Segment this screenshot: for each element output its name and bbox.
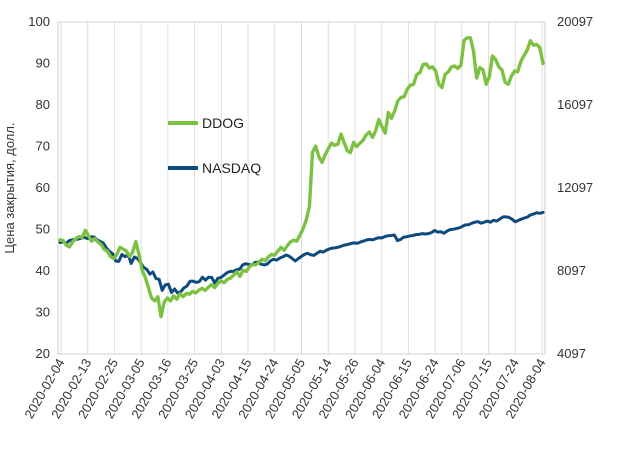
series-lines [58, 36, 545, 319]
y-tick-label: 60 [36, 180, 50, 195]
right-axis-ticks: 4097 8097 12097 16097 20097 [557, 14, 593, 361]
y-tick-label: 40 [36, 263, 50, 278]
series-line-ddog [58, 36, 545, 319]
plot-area-border [57, 21, 546, 355]
y-tick-label: 50 [36, 222, 50, 237]
y-tick-label: 70 [36, 139, 50, 154]
y2-tick-label: 12097 [557, 180, 593, 195]
y-tick-label: 30 [36, 305, 50, 320]
gridlines [60, 22, 543, 354]
y2-tick-label: 8097 [557, 263, 586, 278]
y2-tick-label: 20097 [557, 14, 593, 29]
y2-tick-label: 4097 [557, 346, 586, 361]
y2-tick-label: 16097 [557, 97, 593, 112]
y-tick-label: 20 [36, 346, 50, 361]
legend-label-ddog: DDOG [202, 115, 244, 131]
y-tick-label: 90 [36, 56, 50, 71]
y-tick-label: 100 [28, 14, 50, 29]
y-axis-title: Цена закрытия, долл. [2, 122, 17, 253]
legend-label-nasdaq: NASDAQ [202, 160, 261, 176]
left-axis-ticks: 20 30 40 50 60 70 80 90 100 [28, 14, 50, 361]
legend: DDOG NASDAQ [168, 115, 261, 176]
y-tick-label: 80 [36, 97, 50, 112]
